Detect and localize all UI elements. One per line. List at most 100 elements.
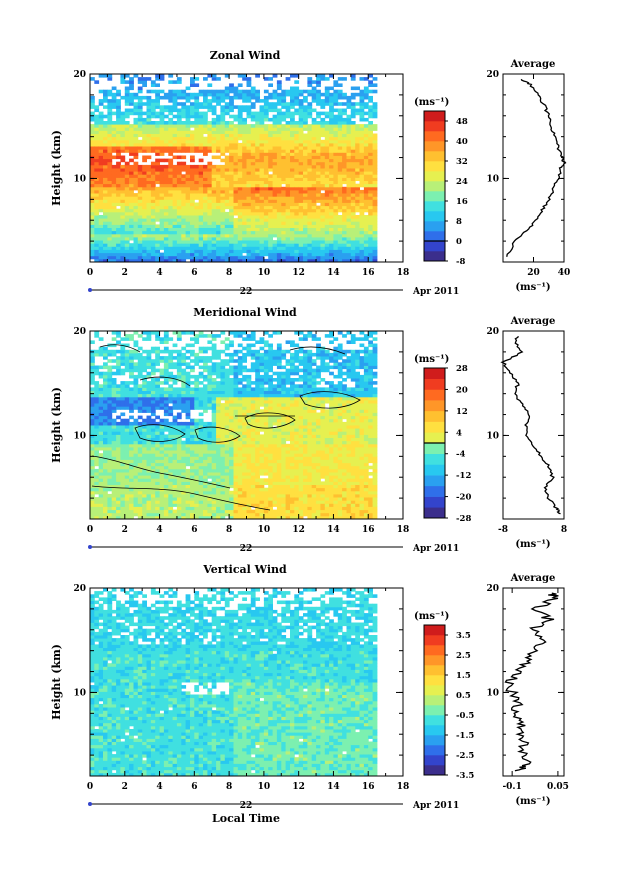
heatmap-cell <box>233 227 239 232</box>
heatmap-cell <box>285 249 291 254</box>
heatmap-cell <box>216 205 221 210</box>
heatmap-cell <box>176 164 182 169</box>
heatmap-cell <box>190 399 195 404</box>
heatmap-cell <box>276 221 282 225</box>
heatmap-cell <box>216 409 221 413</box>
heatmap-cell <box>103 177 108 181</box>
heatmap-cell <box>176 497 182 501</box>
heatmap-cell <box>372 171 378 175</box>
heatmap-cell <box>94 381 100 385</box>
heatmap-cell <box>320 171 326 175</box>
heatmap-cell <box>155 484 160 489</box>
heatmap-cell <box>198 481 204 485</box>
heatmap-cell <box>107 493 113 498</box>
heatmap-cell <box>276 177 282 181</box>
heatmap-cell <box>203 399 208 404</box>
heatmap-cell <box>181 133 187 138</box>
heatmap-cell <box>185 136 191 141</box>
heatmap-cell <box>285 114 291 119</box>
heatmap-cell <box>220 258 226 262</box>
heatmap-cell <box>124 114 130 119</box>
heatmap-cell <box>229 258 234 262</box>
heatmap-cell <box>172 481 178 485</box>
heatmap-cell <box>142 168 147 172</box>
heatmap-cell <box>324 252 330 257</box>
heatmap-cell <box>176 334 182 338</box>
heatmap-cell <box>185 133 191 138</box>
heatmap-cell <box>216 218 221 222</box>
heatmap-cell <box>290 240 295 244</box>
heatmap-cell <box>120 246 126 250</box>
heatmap-cell <box>333 249 339 254</box>
heatmap-cell <box>155 352 160 357</box>
heatmap-cell <box>198 149 204 153</box>
heatmap-cell <box>263 189 269 194</box>
heatmap-cell <box>159 434 165 438</box>
heatmap-cell <box>303 111 308 116</box>
heatmap-cell <box>350 139 356 144</box>
heatmap-cell <box>146 114 152 119</box>
heatmap-cell <box>159 403 165 407</box>
heatmap-cell <box>229 102 234 106</box>
heatmap-cell <box>324 164 330 169</box>
heatmap-cell <box>103 459 108 464</box>
heatmap-cell <box>103 381 108 385</box>
heatmap-cell <box>176 368 182 373</box>
heatmap-cell <box>142 500 147 504</box>
heatmap-cell <box>103 506 108 511</box>
heatmap-cell <box>246 258 252 262</box>
heatmap-cell <box>259 152 265 156</box>
heatmap-cell <box>203 77 208 81</box>
heatmap-cell <box>281 208 287 213</box>
heatmap-cell <box>290 99 295 103</box>
heatmap-cell <box>172 155 178 160</box>
heatmap-cell <box>94 168 100 172</box>
heatmap-cell <box>103 390 108 395</box>
heatmap-cell <box>303 199 308 203</box>
heatmap-cell <box>168 105 174 109</box>
heatmap-cell <box>120 428 126 432</box>
heatmap-cell <box>172 509 178 514</box>
heatmap-cell <box>94 108 100 113</box>
heatmap-cell <box>298 139 304 144</box>
heatmap-cell <box>211 92 217 97</box>
heatmap-cell <box>103 114 108 119</box>
heatmap-cell <box>216 233 221 238</box>
heatmap-cell <box>185 428 191 432</box>
heatmap-cell <box>181 246 187 250</box>
heatmap-cell <box>294 252 300 257</box>
heatmap-cell <box>255 255 260 260</box>
heatmap-cell <box>216 406 221 410</box>
heatmap-cell <box>242 105 247 109</box>
heatmap-cell <box>146 490 152 495</box>
heatmap-cell <box>255 124 260 128</box>
heatmap-cell <box>159 387 165 391</box>
heatmap-cell <box>294 186 300 191</box>
heatmap-cell <box>90 456 95 460</box>
heatmap-cell <box>281 168 287 172</box>
heatmap-cell <box>133 146 139 150</box>
heatmap-cell <box>272 108 278 113</box>
heatmap-cell <box>116 334 121 338</box>
heatmap-cell <box>181 208 187 213</box>
heatmap-cell <box>198 346 204 351</box>
heatmap-cell <box>246 211 252 216</box>
heatmap-cell <box>220 158 226 163</box>
heatmap-cell <box>324 168 330 172</box>
heatmap-cell <box>94 478 100 482</box>
heatmap-cell <box>363 205 369 210</box>
heatmap-cell <box>107 406 113 410</box>
heatmap-cell <box>203 121 208 125</box>
heatmap-cell <box>307 177 313 181</box>
heatmap-cell <box>90 249 95 254</box>
heatmap-cell <box>142 230 147 235</box>
heatmap-cell <box>272 92 278 97</box>
heatmap-cell <box>176 146 182 150</box>
heatmap-cell <box>329 102 334 106</box>
heatmap-cell <box>303 180 308 185</box>
heatmap-cell <box>333 117 339 122</box>
heatmap-cell <box>120 481 126 485</box>
heatmap-cell <box>194 399 200 404</box>
heatmap-cell <box>168 475 174 479</box>
heatmap-cell <box>359 258 365 262</box>
